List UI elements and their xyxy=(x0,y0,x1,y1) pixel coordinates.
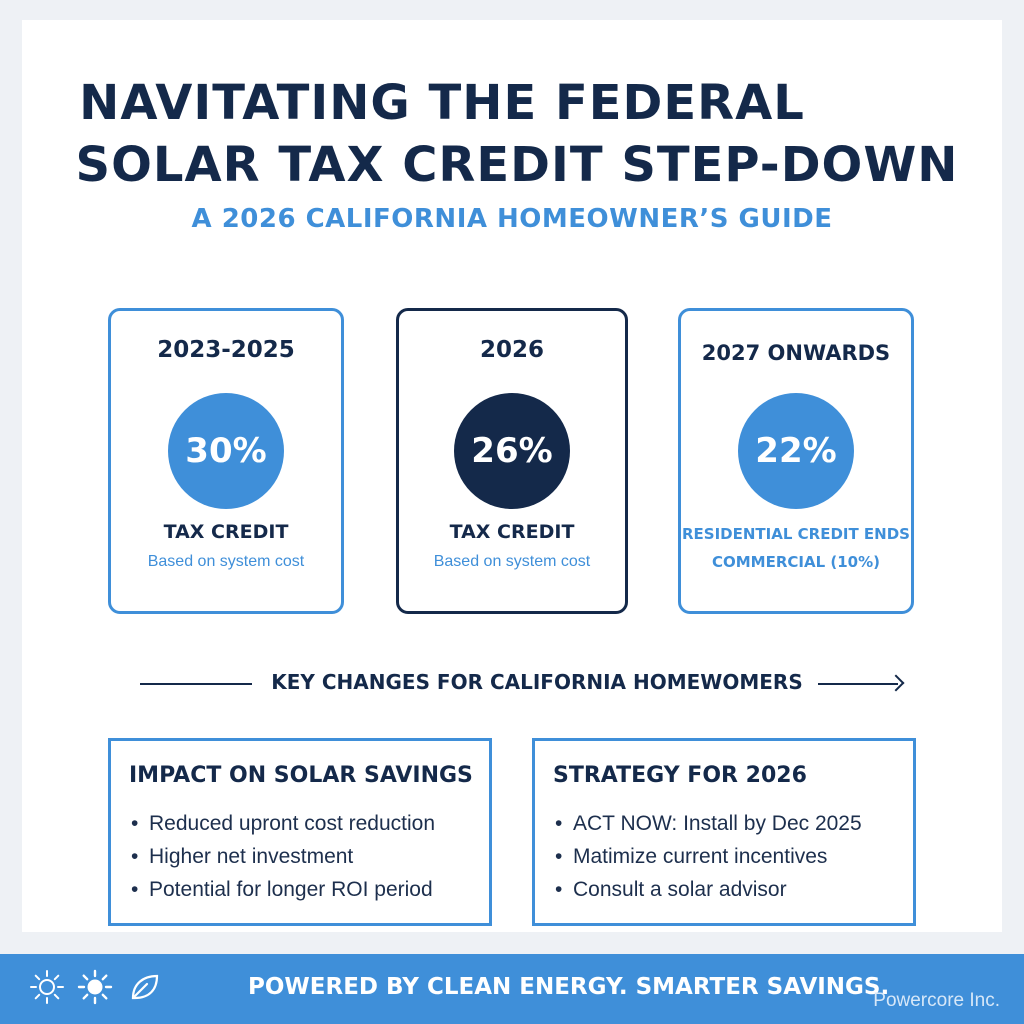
key-changes-row: KEY CHANGES FOR CALIFORNIA HOMEWOMERS xyxy=(22,668,1002,698)
strategy-title: STRATEGY FOR 2026 xyxy=(553,763,807,788)
percent-circle: 30% xyxy=(168,393,284,509)
leaf-icon xyxy=(131,974,159,1000)
period-card-2026: 2026 26% TAX CREDIT Based on system cost xyxy=(396,308,628,614)
percent-circle: 26% xyxy=(454,393,570,509)
period-card-2027-onwards: 2027 ONWARDS 22% RESIDENTIAL CREDIT ENDS… xyxy=(678,308,914,614)
title-line-1: NAVITATING THE FEDERAL xyxy=(79,75,805,131)
arrow-right-icon xyxy=(887,674,905,692)
period-year: 2026 xyxy=(479,337,544,363)
residential-ends-note: RESIDENTIAL CREDIT ENDS xyxy=(682,525,910,543)
percent-circle: 22% xyxy=(738,393,854,509)
sun-outline-icon xyxy=(30,970,64,1004)
list-item: • ACT NOW: Install by Dec 2025 xyxy=(555,812,862,835)
footer-icons xyxy=(28,968,169,1008)
credit-label: TAX CREDIT xyxy=(163,521,289,543)
strategy-box: STRATEGY FOR 2026 • ACT NOW: Install by D… xyxy=(532,738,916,926)
credit-label: TAX CREDIT xyxy=(449,521,575,543)
credit-note: Based on system cost xyxy=(433,553,591,570)
impact-title: IMPACT ON SOLAR SAVINGS xyxy=(129,763,473,788)
list-item: • Potential for longer ROI period xyxy=(131,878,433,901)
key-changes-heading: KEY CHANGES FOR CALIFORNIA HOMEWOMERS xyxy=(271,670,803,694)
brand-name: Powercore Inc. xyxy=(873,990,1000,1011)
credit-note: Based on system cost xyxy=(147,553,305,570)
left-rule-line xyxy=(140,683,252,685)
period-year: 2023-2025 xyxy=(157,337,295,363)
list-item: • Reduced upront cost reduction xyxy=(131,812,436,835)
footer-tagline: POWERED BY CLEAN ENERGY. SMARTER SAVINGS… xyxy=(248,974,890,1000)
subtitle: A 2026 CALIFORNIA HOMEOWNER’S GUIDE xyxy=(191,204,833,234)
sun-filled-icon xyxy=(78,969,113,1005)
impact-box: IMPACT ON SOLAR SAVINGS • Reduced upront … xyxy=(108,738,492,926)
period-year: 2027 ONWARDS xyxy=(701,341,891,365)
list-item: • Higher net investment xyxy=(131,845,354,868)
list-item: • Consult a solar advisor xyxy=(555,878,787,901)
footer-bar: POWERED BY CLEAN ENERGY. SMARTER SAVINGS… xyxy=(0,954,1024,1024)
period-card-2023-2025: 2023-2025 30% TAX CREDIT Based on system… xyxy=(108,308,344,614)
right-arrow-line xyxy=(818,683,898,685)
title-line-2: SOLAR TAX CREDIT STEP-DOWN xyxy=(75,137,959,193)
strategy-list: • ACT NOW: Install by Dec 2025 • Matimize … xyxy=(555,807,862,906)
commercial-note: COMMERCIAL (10%) xyxy=(711,553,880,571)
infographic-card: NAVITATING THE FEDERAL SOLAR TAX CREDIT … xyxy=(22,20,1002,932)
impact-list: • Reduced upront cost reduction • Higher n… xyxy=(131,807,435,906)
list-item: • Matimize current incentives xyxy=(555,845,828,868)
